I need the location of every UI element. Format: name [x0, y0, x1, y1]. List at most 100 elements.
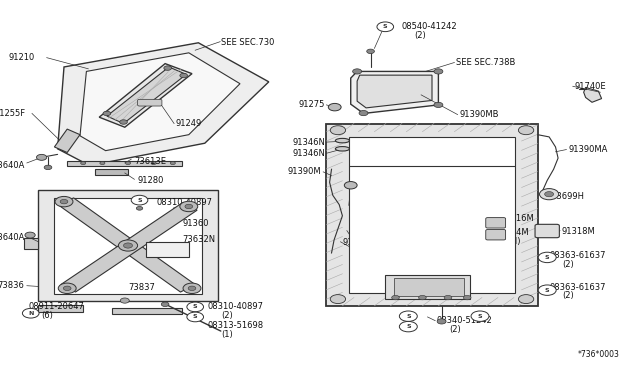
- Circle shape: [444, 295, 452, 300]
- Text: 08911-20647: 08911-20647: [29, 302, 84, 311]
- Circle shape: [367, 49, 374, 54]
- Circle shape: [359, 110, 368, 116]
- Circle shape: [545, 192, 554, 197]
- Text: 73640A: 73640A: [0, 161, 24, 170]
- Polygon shape: [326, 124, 538, 306]
- Circle shape: [330, 295, 346, 304]
- Circle shape: [399, 311, 417, 321]
- Polygon shape: [351, 71, 438, 113]
- Text: 91390M: 91390M: [287, 167, 321, 176]
- Circle shape: [434, 69, 443, 74]
- Circle shape: [25, 232, 35, 238]
- Circle shape: [183, 283, 201, 294]
- Circle shape: [538, 252, 556, 263]
- Text: (2): (2): [221, 311, 232, 320]
- Text: 73640A: 73640A: [0, 233, 24, 242]
- Circle shape: [100, 161, 105, 164]
- Circle shape: [120, 298, 129, 303]
- Circle shape: [180, 73, 188, 78]
- Text: 91314M: 91314M: [496, 228, 530, 237]
- Text: 91360: 91360: [182, 219, 209, 228]
- Text: (2): (2): [415, 31, 426, 40]
- Polygon shape: [80, 53, 240, 151]
- Polygon shape: [38, 305, 83, 312]
- Circle shape: [63, 286, 71, 291]
- Circle shape: [58, 283, 76, 294]
- Text: 91346: 91346: [351, 202, 377, 211]
- Circle shape: [518, 295, 534, 304]
- FancyBboxPatch shape: [138, 99, 162, 106]
- Circle shape: [392, 295, 399, 300]
- FancyBboxPatch shape: [486, 218, 506, 228]
- Circle shape: [22, 308, 39, 318]
- FancyBboxPatch shape: [146, 242, 189, 257]
- Text: SEE SEC.730: SEE SEC.730: [221, 38, 274, 47]
- Text: 91316M: 91316M: [500, 214, 534, 223]
- Circle shape: [170, 161, 175, 164]
- Text: 73699H: 73699H: [552, 192, 585, 201]
- Circle shape: [164, 66, 172, 70]
- FancyBboxPatch shape: [535, 224, 559, 238]
- Polygon shape: [584, 87, 602, 102]
- Polygon shape: [95, 169, 128, 175]
- Circle shape: [434, 102, 443, 108]
- Text: (CAN): (CAN): [496, 237, 520, 246]
- Circle shape: [81, 161, 86, 164]
- Circle shape: [344, 182, 357, 189]
- Polygon shape: [54, 129, 80, 153]
- Polygon shape: [112, 308, 182, 314]
- Text: 91249: 91249: [176, 119, 202, 128]
- Polygon shape: [394, 278, 464, 296]
- Circle shape: [185, 204, 193, 209]
- Text: (2): (2): [562, 260, 573, 269]
- Polygon shape: [24, 238, 38, 249]
- Circle shape: [328, 103, 341, 111]
- Text: S: S: [137, 198, 142, 203]
- Text: 73613E: 73613E: [134, 157, 166, 166]
- Circle shape: [518, 126, 534, 135]
- Text: 73837: 73837: [128, 283, 155, 292]
- Text: 08310-40897: 08310-40897: [157, 198, 212, 207]
- Circle shape: [120, 120, 127, 124]
- Text: 91318M: 91318M: [562, 227, 596, 236]
- Circle shape: [60, 199, 68, 204]
- FancyBboxPatch shape: [486, 230, 506, 240]
- Text: S: S: [406, 324, 411, 329]
- Circle shape: [131, 195, 148, 205]
- Circle shape: [330, 126, 346, 135]
- Text: (6): (6): [42, 311, 54, 320]
- Text: S: S: [383, 24, 388, 29]
- Circle shape: [180, 201, 198, 212]
- Circle shape: [55, 196, 73, 207]
- Text: SEE SEC.738B: SEE SEC.738B: [456, 58, 515, 67]
- Circle shape: [437, 319, 446, 324]
- Text: 91372: 91372: [342, 238, 369, 247]
- Text: 91390MB: 91390MB: [460, 110, 499, 119]
- Circle shape: [377, 22, 394, 32]
- Circle shape: [136, 206, 143, 210]
- Circle shape: [540, 189, 559, 200]
- Circle shape: [399, 321, 417, 332]
- Polygon shape: [38, 190, 218, 301]
- Ellipse shape: [335, 138, 349, 143]
- Polygon shape: [107, 67, 186, 124]
- Text: (1): (1): [221, 330, 232, 339]
- Text: 91740E: 91740E: [575, 82, 606, 91]
- Text: 91346N: 91346N: [292, 149, 325, 158]
- Text: 91210: 91210: [9, 53, 35, 62]
- Polygon shape: [385, 275, 470, 299]
- Circle shape: [44, 165, 52, 170]
- Text: (2): (2): [562, 291, 573, 300]
- Text: 08313-51698: 08313-51698: [208, 321, 264, 330]
- Text: 91390MA: 91390MA: [568, 145, 608, 154]
- Text: 91350M: 91350M: [157, 249, 191, 258]
- Circle shape: [187, 312, 204, 322]
- Text: 08540-41242: 08540-41242: [402, 22, 458, 31]
- Circle shape: [538, 285, 556, 295]
- Circle shape: [118, 240, 138, 251]
- Circle shape: [463, 295, 471, 300]
- Text: S: S: [193, 304, 198, 310]
- Text: 73632N: 73632N: [182, 235, 216, 244]
- Circle shape: [471, 311, 489, 321]
- Polygon shape: [349, 137, 515, 293]
